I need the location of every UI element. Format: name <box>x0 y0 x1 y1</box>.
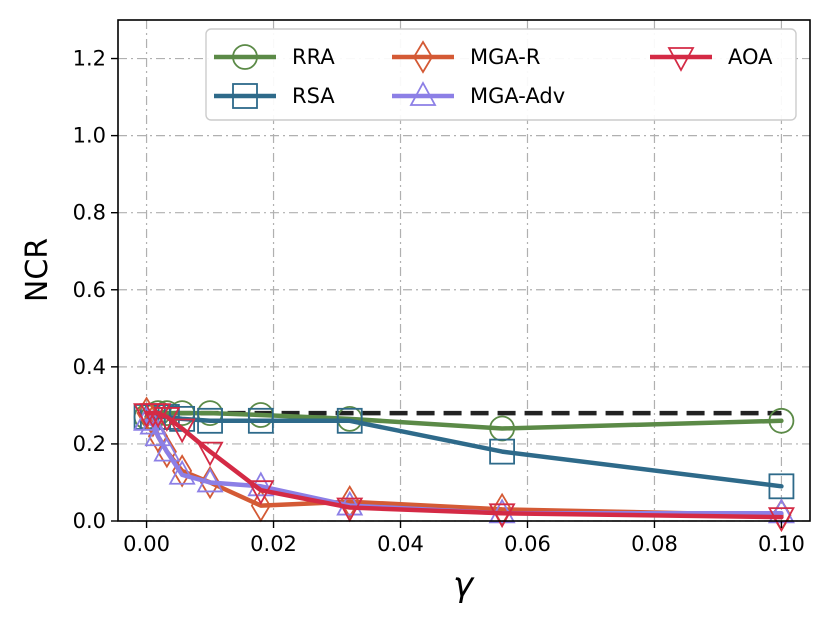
data-point-mga-adv <box>168 459 196 485</box>
data-point-rsa <box>489 438 515 465</box>
x-tick-label: 0.10 <box>758 532 805 556</box>
legend-marker-rsa <box>232 83 258 109</box>
series-line-mga-r <box>144 410 784 518</box>
x-tick-label: 0.04 <box>377 532 424 556</box>
data-point-aoa <box>488 503 516 529</box>
data-point-mga-adv <box>196 467 224 493</box>
tick-labels: 0.00 0.02 0.04 0.06 0.08 0.10 0.0 0.2 0.4 0.6 0.8 1… <box>73 47 805 556</box>
y-tick-label: 0.4 <box>73 355 106 379</box>
data-point-rsa <box>197 407 223 434</box>
series-layer <box>133 396 795 533</box>
legend: RRA RSA MGA-R MGA-Adv AOA <box>205 28 797 121</box>
y-tick-label: 0.2 <box>73 432 106 456</box>
legend-entry-aoa: AOA <box>650 45 773 72</box>
x-tick-label: 0.00 <box>123 532 170 556</box>
data-point-aoa <box>196 441 224 467</box>
x-axis-label: γ <box>453 565 475 605</box>
data-point-aoa <box>144 403 172 428</box>
y-tick-label: 1.2 <box>73 47 106 71</box>
y-tick-label: 0.6 <box>73 278 106 302</box>
x-tick-label: 0.08 <box>631 532 678 556</box>
data-point-rsa <box>768 473 795 500</box>
y-tick-label: 0.8 <box>73 201 106 225</box>
data-point-aoa <box>336 497 364 523</box>
series-aoa <box>133 403 795 533</box>
legend-label-mga-r: MGA-R <box>470 45 540 69</box>
data-point-mga-adv <box>133 405 161 431</box>
legend-entry-rsa: RSA <box>214 83 335 109</box>
legend-marker-aoa <box>667 47 695 72</box>
data-point-mga-r <box>156 434 177 469</box>
data-point-mga-r <box>339 484 360 519</box>
series-line-aoa <box>144 410 784 520</box>
legend-label-aoa: AOA <box>728 45 773 69</box>
data-point-rsa <box>336 407 363 434</box>
data-point-rra <box>768 407 795 434</box>
legend-label-rsa: RSA <box>292 84 335 108</box>
data-point-mga-adv <box>144 421 172 447</box>
data-point-mga-adv <box>153 436 181 462</box>
data-point-mga-adv <box>336 490 364 516</box>
series-line-mga-adv <box>144 418 784 516</box>
y-tick-label: 1.0 <box>73 124 106 148</box>
legend-label-rra: RRA <box>292 45 335 69</box>
data-point-aoa <box>247 480 275 506</box>
x-tick-label: 0.06 <box>504 532 551 556</box>
legend-box <box>205 28 797 121</box>
data-point-aoa <box>168 418 196 444</box>
legend-label-mga-adv: MGA-Adv <box>470 84 565 108</box>
x-tick-label: 0.02 <box>250 532 297 556</box>
data-point-aoa <box>767 507 795 533</box>
legend-marker-mga-r <box>412 40 434 74</box>
plot-frame <box>117 19 811 522</box>
axes <box>111 19 811 528</box>
data-point-rsa <box>247 407 274 434</box>
legend-entry-mga-r: MGA-R <box>392 40 540 74</box>
legend-entry-mga-adv: MGA-Adv <box>392 81 565 108</box>
legend-marker-rra <box>232 44 258 70</box>
legend-marker-mga-adv <box>409 81 437 106</box>
data-point-mga-r <box>200 465 221 500</box>
y-tick-label: 0.0 <box>73 509 106 533</box>
y-axis-label: NCR <box>20 238 55 302</box>
legend-entry-rra: RRA <box>214 44 335 70</box>
